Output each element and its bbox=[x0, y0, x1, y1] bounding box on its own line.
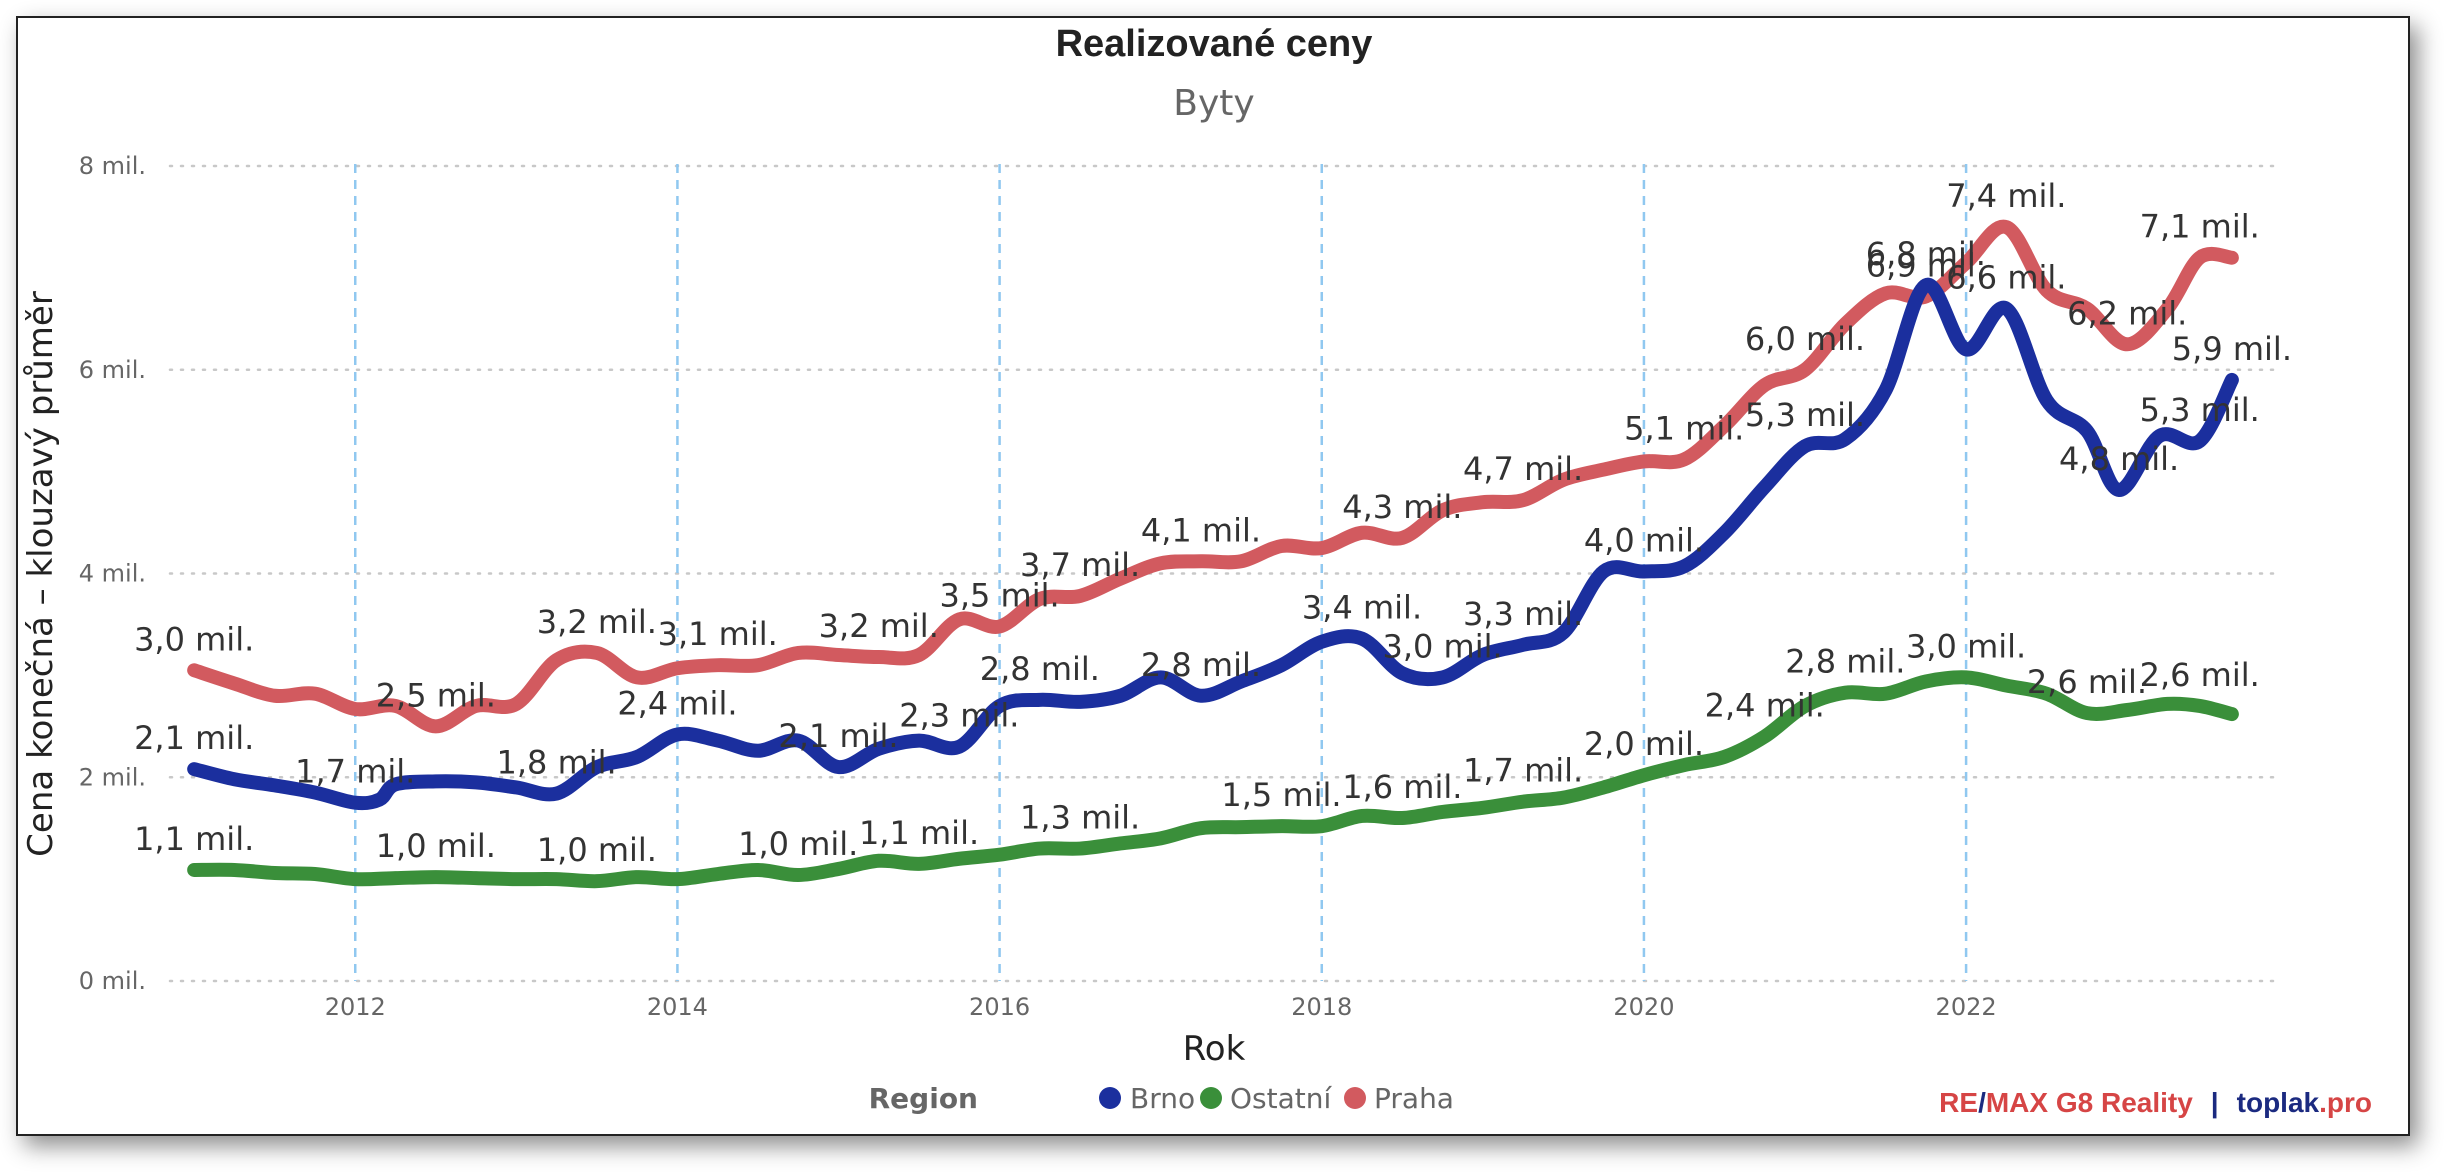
data-label-brno: 5,9 mil. bbox=[2172, 330, 2292, 368]
data-label-praha: 5,1 mil. bbox=[1624, 409, 1744, 447]
x-tick-label: 2014 bbox=[647, 993, 708, 1021]
brand-remax: MAX G8 Reality bbox=[1986, 1087, 2193, 1118]
data-label-brno: 1,8 mil. bbox=[497, 744, 617, 782]
data-label-ostatni: 1,0 mil. bbox=[738, 825, 858, 863]
legend-title: Region bbox=[869, 1082, 978, 1115]
legend-marker-ostatni bbox=[1200, 1087, 1222, 1109]
data-label-praha: 4,7 mil. bbox=[1463, 450, 1583, 488]
y-tick-label: 2 mil. bbox=[79, 763, 146, 791]
y-tick-label: 8 mil. bbox=[79, 152, 146, 180]
data-label-brno: 3,0 mil. bbox=[1382, 627, 1502, 665]
x-tick-label: 2018 bbox=[1291, 993, 1352, 1021]
data-label-praha: 6,2 mil. bbox=[2067, 294, 2187, 332]
data-label-ostatni: 2,6 mil. bbox=[2140, 656, 2260, 694]
data-label-brno: 5,3 mil. bbox=[1745, 396, 1865, 434]
data-label-ostatni: 2,8 mil. bbox=[1785, 643, 1905, 681]
data-label-ostatni: 1,0 mil. bbox=[376, 827, 496, 865]
legend-item-ostatni[interactable]: Ostatní bbox=[1230, 1082, 1332, 1115]
series-line-ostatni[interactable] bbox=[187, 670, 2239, 889]
data-label-praha: 4,3 mil. bbox=[1342, 488, 1462, 526]
x-axis-title: Rok bbox=[1183, 1029, 1246, 1069]
data-labels: 2,1 mil.1,7 mil. 1,8 mil.2,4 mil.2,1 mil.… bbox=[134, 177, 2292, 869]
legend: Region Brno Ostatní Praha bbox=[869, 1082, 1454, 1115]
legend-marker-praha bbox=[1344, 1087, 1366, 1109]
x-axis-ticks: 2012 2014 2016 2018 2020 2022 bbox=[325, 993, 1997, 1021]
data-label-praha: 7,4 mil. bbox=[1946, 177, 2066, 215]
series-line-praha[interactable] bbox=[187, 219, 2239, 734]
data-label-brno: 2,4 mil. bbox=[617, 684, 737, 722]
brand-site-name: toplak bbox=[2237, 1087, 2320, 1118]
data-label-ostatni: 1,3 mil. bbox=[1020, 799, 1140, 837]
data-label-brno: 4,8 mil. bbox=[2059, 440, 2179, 478]
data-label-praha: 6,0 mil. bbox=[1745, 320, 1865, 358]
brand-separator: | bbox=[2211, 1087, 2219, 1118]
data-label-praha: 3,1 mil. bbox=[658, 615, 778, 653]
data-label-ostatni: 2,0 mil. bbox=[1584, 725, 1704, 763]
chart-title: Realizované ceny bbox=[1056, 23, 1373, 65]
data-label-ostatni: 3,0 mil. bbox=[1906, 627, 2026, 665]
data-label-ostatni: 1,1 mil. bbox=[134, 820, 254, 858]
data-label-brno: 3,3 mil. bbox=[1463, 595, 1583, 633]
y-tick-label: 0 mil. bbox=[79, 967, 146, 995]
data-label-brno: 6,8 mil. bbox=[1866, 235, 1986, 273]
chart-subtitle: Byty bbox=[1173, 83, 1254, 124]
line-chart: 2,1 mil.1,7 mil. 1,8 mil.2,4 mil.2,1 mil.… bbox=[21, 23, 2372, 1118]
data-label-ostatni: 1,7 mil. bbox=[1463, 752, 1583, 790]
data-label-praha: 3,2 mil. bbox=[819, 607, 939, 645]
data-label-praha: 7,1 mil. bbox=[2140, 208, 2260, 246]
data-label-ostatni: 1,1 mil. bbox=[859, 814, 979, 852]
data-label-ostatni: 2,6 mil. bbox=[2027, 663, 2147, 701]
legend-item-praha[interactable]: Praha bbox=[1374, 1082, 1454, 1115]
data-label-brno: 2,1 mil. bbox=[778, 717, 898, 755]
data-label-praha: 6,9 mil. bbox=[1866, 246, 1986, 284]
y-tick-label: 4 mil. bbox=[79, 560, 146, 588]
series-line-brno[interactable] bbox=[187, 278, 2239, 811]
y-axis-title: Cena konečná – klouzavý průměr bbox=[21, 291, 61, 857]
x-tick-label: 2022 bbox=[1936, 993, 1997, 1021]
brand-credit: RE/MAX G8 Reality | toplak.pro bbox=[1939, 1087, 2372, 1118]
data-label-praha: 4,1 mil. bbox=[1141, 511, 1261, 549]
data-label-ostatni: 1,0 mil. bbox=[537, 831, 657, 869]
y-tick-label: 6 mil. bbox=[79, 356, 146, 384]
x-tick-label: 2012 bbox=[325, 993, 386, 1021]
chart-frame: 2,1 mil. 1,7 mil. 1,8 mil. 2,4 mil. 2,1 mil.… bbox=[16, 16, 2410, 1136]
brand-slash: / bbox=[1978, 1087, 1986, 1118]
data-label-praha: 2,5 mil. bbox=[376, 676, 496, 714]
x-tick-label: 2020 bbox=[1613, 993, 1674, 1021]
data-label-brno: 5,3 mil. bbox=[2140, 391, 2260, 429]
data-label-praha: 3,2 mil. bbox=[537, 603, 657, 641]
data-label-brno: 2,1 mil. bbox=[134, 719, 254, 757]
data-label-brno: 2,8 mil. bbox=[980, 650, 1100, 688]
data-label-brno: 1,7 mil. bbox=[295, 753, 415, 791]
legend-item-brno[interactable]: Brno bbox=[1130, 1082, 1195, 1115]
data-label-ostatni: 1,6 mil. bbox=[1342, 768, 1462, 806]
brand-re: RE bbox=[1939, 1087, 1978, 1118]
data-label-praha: 3,0 mil. bbox=[134, 620, 254, 658]
y-axis-ticks: 0 mil. 2 mil. 4 mil. 6 mil. 8 mil. bbox=[79, 152, 146, 995]
data-label-praha: 3,5 mil. bbox=[939, 576, 1059, 614]
data-label-praha: 3,7 mil. bbox=[1020, 546, 1140, 584]
data-label-ostatni: 1,5 mil. bbox=[1221, 776, 1341, 814]
data-label-brno: 2,3 mil. bbox=[899, 697, 1019, 735]
x-tick-label: 2016 bbox=[969, 993, 1030, 1021]
data-label-brno: 6,6 mil. bbox=[1946, 259, 2066, 297]
data-label-ostatni: 2,4 mil. bbox=[1705, 687, 1825, 725]
series-lines bbox=[187, 219, 2239, 889]
data-label-brno: 3,4 mil. bbox=[1302, 589, 1422, 627]
brand-site-tld: .pro bbox=[2319, 1087, 2372, 1118]
data-label-brno: 2,8 mil. bbox=[1141, 646, 1261, 684]
data-label-brno: 4,0 mil. bbox=[1584, 521, 1704, 559]
legend-marker-brno bbox=[1099, 1087, 1121, 1109]
